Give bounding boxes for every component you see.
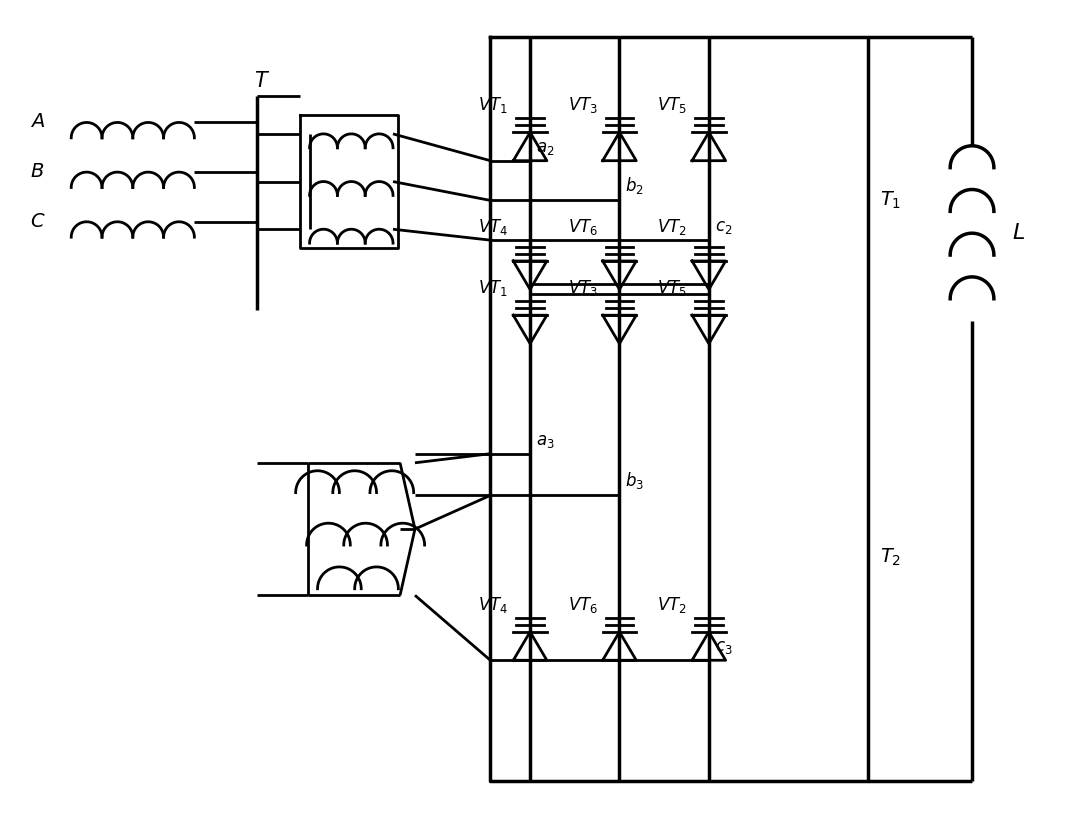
- Text: $VT_5$: $VT_5$: [658, 278, 687, 299]
- Text: $B$: $B$: [29, 163, 43, 181]
- Text: $c_3$: $c_3$: [715, 639, 732, 656]
- Text: $VT_4$: $VT_4$: [478, 217, 509, 237]
- Text: $L$: $L$: [1012, 222, 1025, 244]
- Text: $VT_3$: $VT_3$: [568, 95, 597, 116]
- Text: $VT_5$: $VT_5$: [658, 95, 687, 116]
- Text: $T$: $T$: [254, 71, 270, 91]
- Text: $c_2$: $c_2$: [715, 219, 732, 236]
- Text: $A$: $A$: [29, 113, 44, 131]
- Text: $C$: $C$: [29, 212, 45, 231]
- Text: $b_2$: $b_2$: [625, 176, 644, 196]
- Text: $a_2$: $a_2$: [536, 140, 554, 157]
- Text: $VT_6$: $VT_6$: [568, 217, 597, 237]
- Text: $a_3$: $a_3$: [536, 433, 555, 449]
- Text: $VT_6$: $VT_6$: [568, 595, 597, 615]
- Text: $VT_2$: $VT_2$: [658, 217, 687, 237]
- Text: $VT_3$: $VT_3$: [568, 278, 597, 299]
- Text: $VT_1$: $VT_1$: [478, 95, 509, 116]
- Text: $b_3$: $b_3$: [625, 470, 645, 492]
- Text: $VT_2$: $VT_2$: [658, 595, 687, 615]
- Text: $T_2$: $T_2$: [880, 546, 901, 567]
- Text: $VT_4$: $VT_4$: [478, 595, 509, 615]
- Text: $VT_1$: $VT_1$: [478, 278, 509, 299]
- Text: $T_1$: $T_1$: [880, 190, 901, 211]
